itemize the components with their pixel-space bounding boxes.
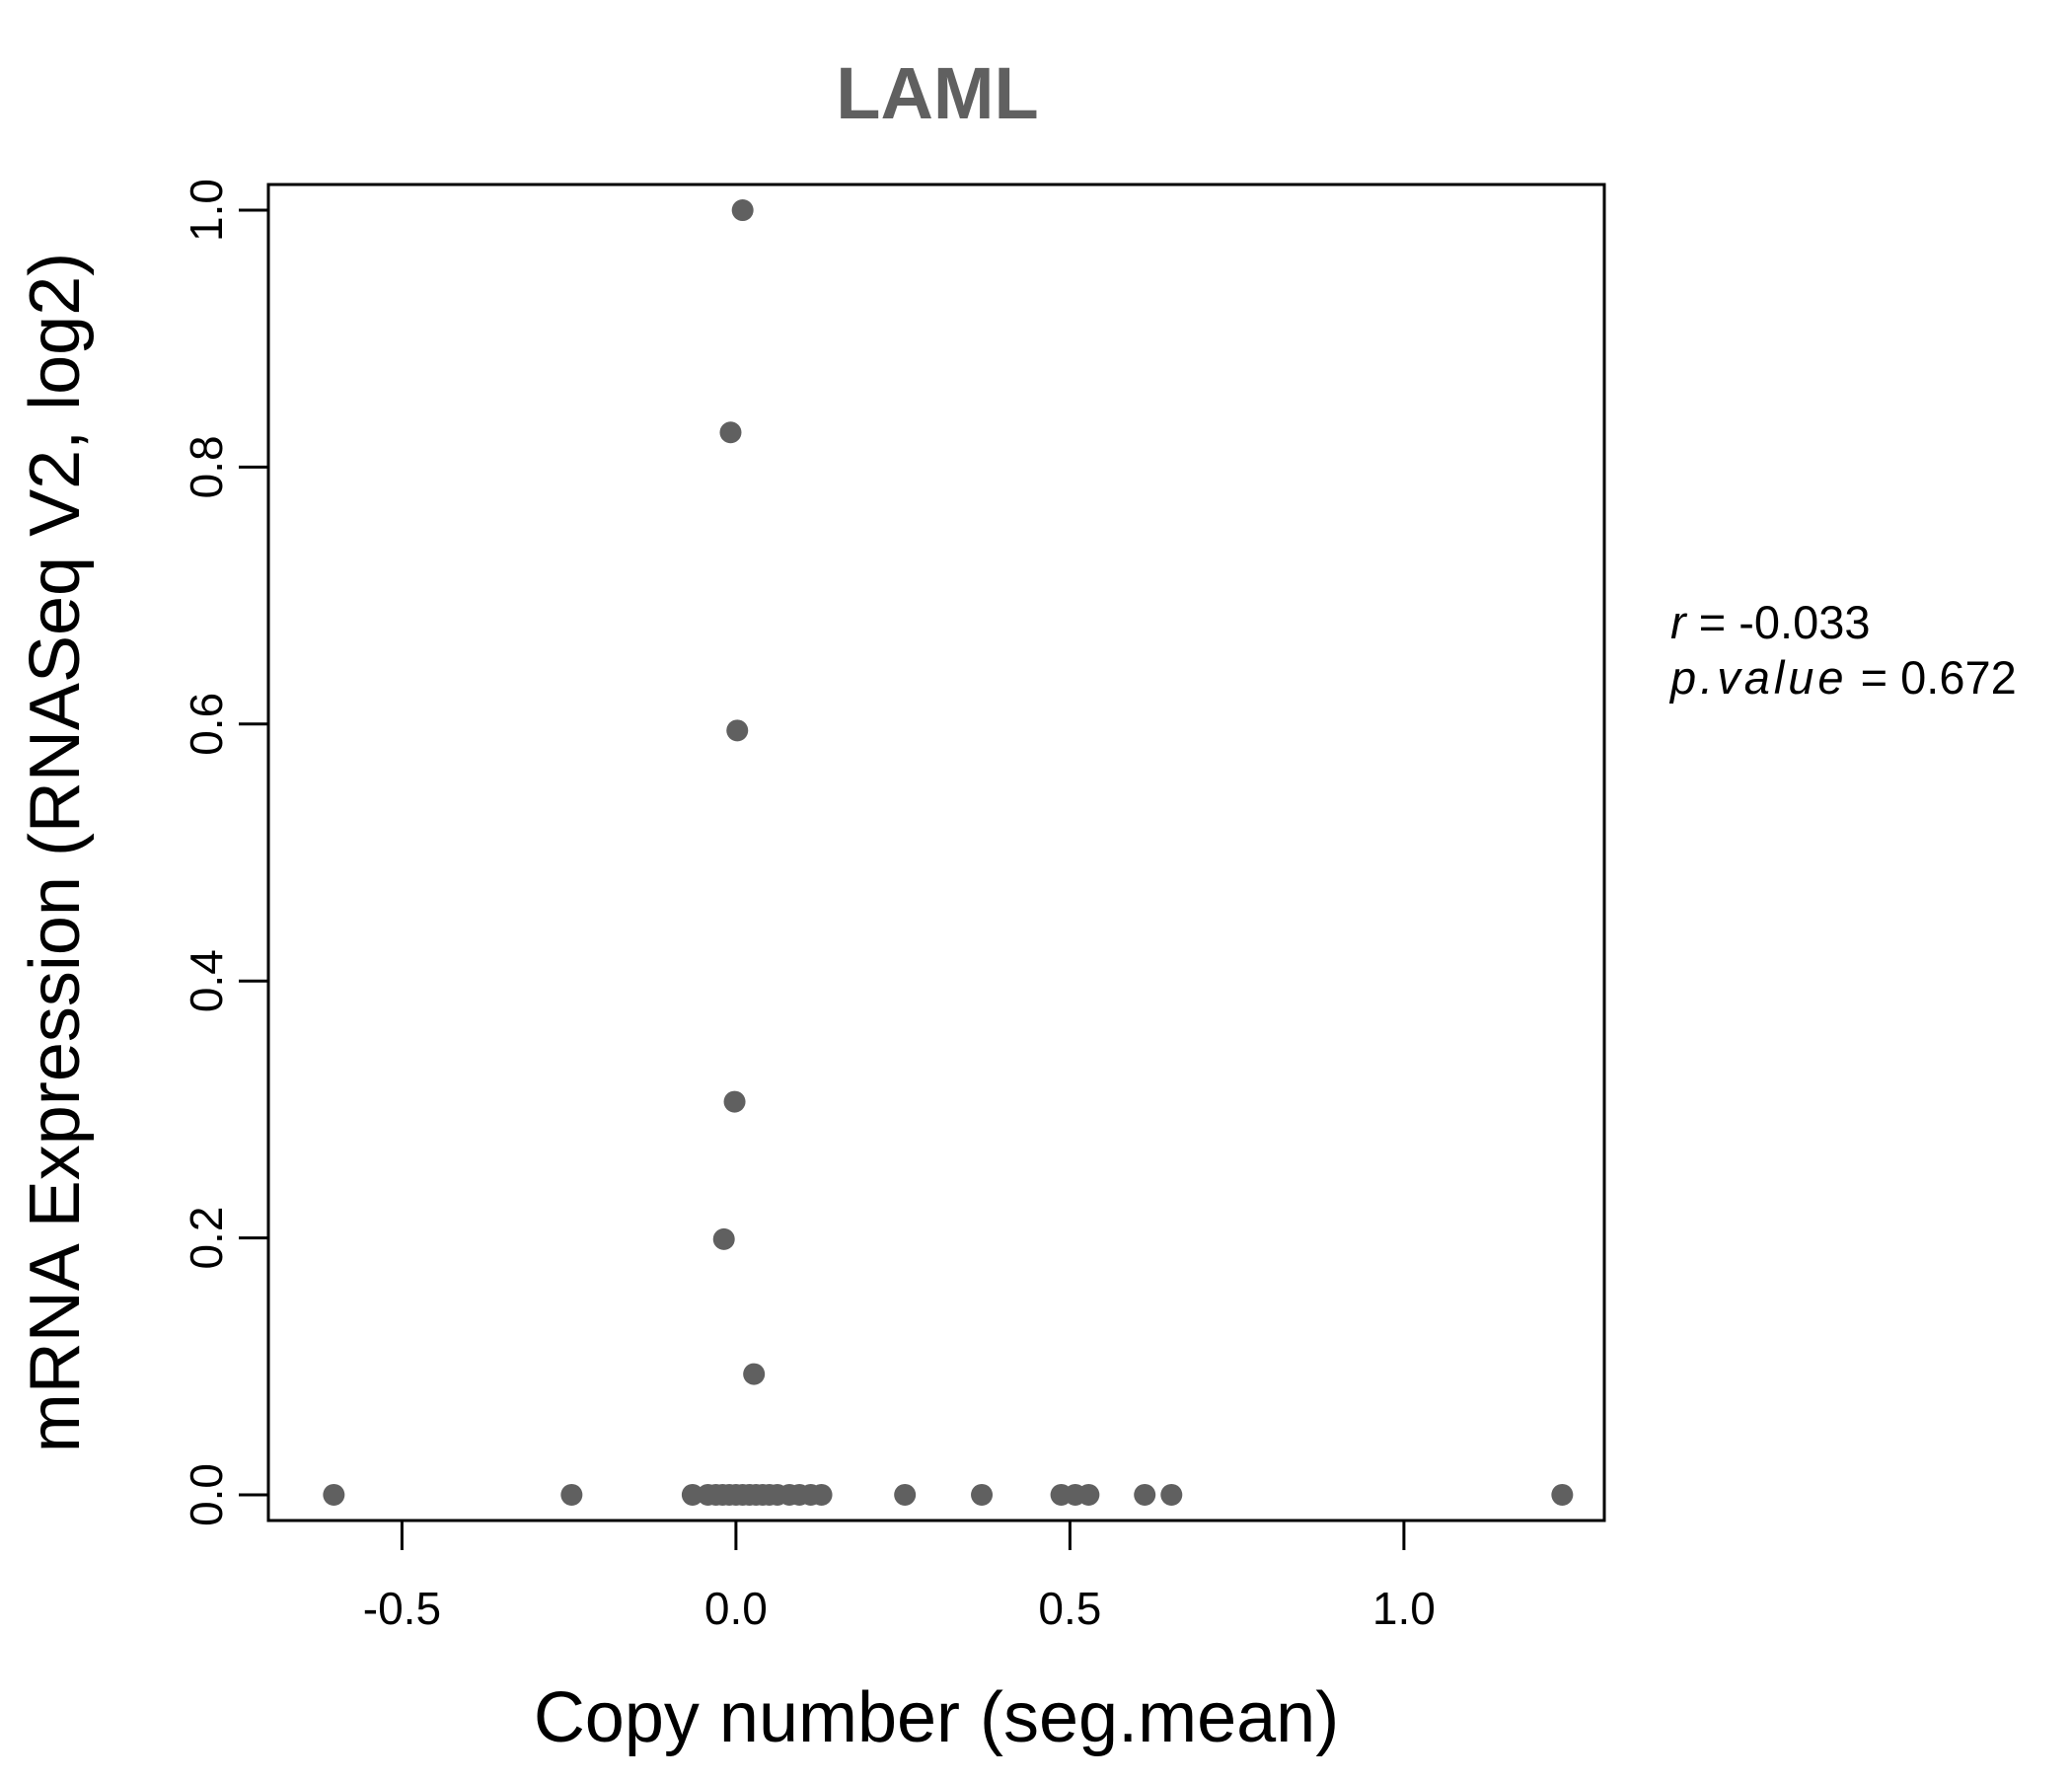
data-point	[1134, 1483, 1156, 1506]
y-tick-label: 0.8	[181, 435, 232, 498]
x-tick-label: 0.0	[704, 1583, 768, 1634]
y-tick-label: 0.6	[181, 693, 232, 756]
y-tick-label: 1.0	[181, 179, 232, 242]
data-point	[1160, 1483, 1183, 1506]
data-point	[719, 421, 742, 444]
data-point	[1077, 1483, 1100, 1506]
data-point	[712, 1227, 735, 1250]
r-label: r	[1670, 596, 1688, 648]
p-value-label: p.value	[1668, 651, 1848, 704]
plot-frame	[266, 183, 1606, 1522]
data-point	[681, 1483, 703, 1506]
p-value: p.value = 0.672	[1668, 651, 2017, 704]
data-point	[726, 719, 749, 742]
data-point	[743, 1363, 766, 1385]
data-points	[323, 199, 1574, 1506]
data-point	[731, 199, 754, 222]
y-axis-title: mRNA Expression (RNASeq V2, log2)	[16, 253, 95, 1452]
r-value: -0.033	[1739, 596, 1870, 648]
y-tick-label: 0.0	[181, 1463, 232, 1526]
r-equals: =	[1686, 596, 1739, 648]
correlation-r: r = -0.033	[1670, 596, 1871, 648]
p-equals: =	[1848, 651, 1901, 704]
x-tick-label: 1.0	[1372, 1583, 1436, 1634]
x-tick-label: 0.5	[1038, 1583, 1101, 1634]
p-value-number: 0.672	[1900, 651, 2017, 704]
data-point	[323, 1483, 345, 1506]
x-axis-title: Copy number (seg.mean)	[534, 1678, 1339, 1757]
data-point	[971, 1483, 994, 1506]
y-tick-label: 0.2	[181, 1207, 232, 1270]
data-point	[1551, 1483, 1574, 1506]
data-point	[894, 1483, 917, 1506]
x-axis: -0.5 0.0 0.5 1.0	[363, 1521, 1436, 1634]
data-point	[560, 1483, 583, 1506]
x-tick-label: -0.5	[363, 1583, 441, 1634]
data-point	[810, 1483, 833, 1506]
y-tick-label: 0.4	[181, 949, 232, 1012]
data-point	[723, 1090, 746, 1113]
chart-title: LAML	[836, 52, 1039, 134]
y-axis: 0.0 0.2 0.4 0.6 0.8 1.0	[181, 179, 268, 1526]
